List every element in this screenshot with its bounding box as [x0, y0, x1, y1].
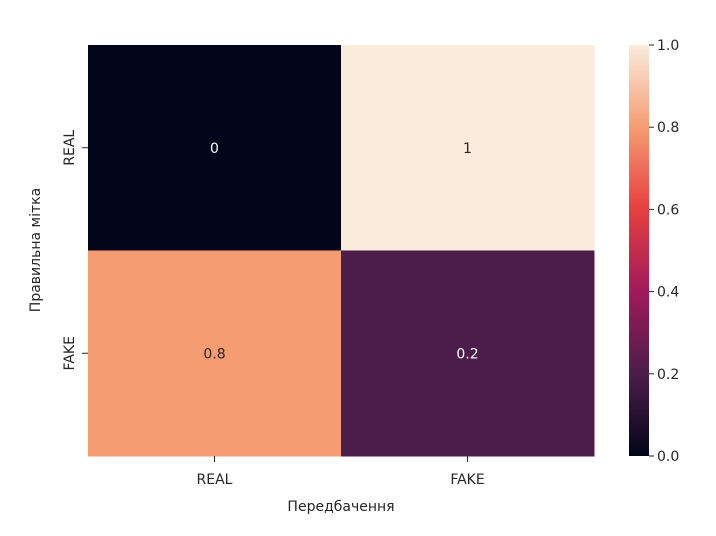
cell-value-label: 1: [463, 141, 472, 157]
heatmap-cell: [341, 45, 595, 251]
colorbar-tick-label: 0.4: [657, 285, 679, 301]
y-tick-label: FAKE: [62, 336, 78, 370]
colorbar-tick-label: 0.2: [657, 367, 679, 383]
colorbar: 0.0 0.2 0.4 0.6 0.8 1.0: [629, 38, 679, 465]
y-axis-label: Правильна мітка: [28, 188, 44, 312]
heatmap-cell: [88, 45, 342, 251]
heatmap-cells: [88, 45, 595, 457]
cell-value-label: 0: [210, 141, 219, 157]
colorbar-tick-label: 1.0: [657, 38, 679, 54]
cell-value-label: 0.8: [203, 346, 225, 362]
colorbar-gradient: [629, 45, 649, 456]
colorbar-tick-label: 0.0: [657, 449, 679, 465]
colorbar-tick-label: 0.8: [657, 120, 679, 136]
x-axis: REAL FAKE: [197, 456, 485, 488]
x-tick-label: FAKE: [450, 472, 484, 488]
colorbar-tick-label: 0.6: [657, 202, 679, 218]
y-axis: REAL FAKE: [62, 130, 88, 370]
x-tick-label: REAL: [197, 472, 233, 488]
y-tick-label: REAL: [62, 130, 78, 166]
cell-value-label: 0.2: [456, 346, 478, 362]
cell-value-labels: 0 1 0.8 0.2: [203, 141, 478, 363]
x-axis-label: Передбачення: [287, 499, 394, 515]
heatmap-cell: [88, 250, 342, 457]
heatmap-cell: [341, 250, 595, 457]
